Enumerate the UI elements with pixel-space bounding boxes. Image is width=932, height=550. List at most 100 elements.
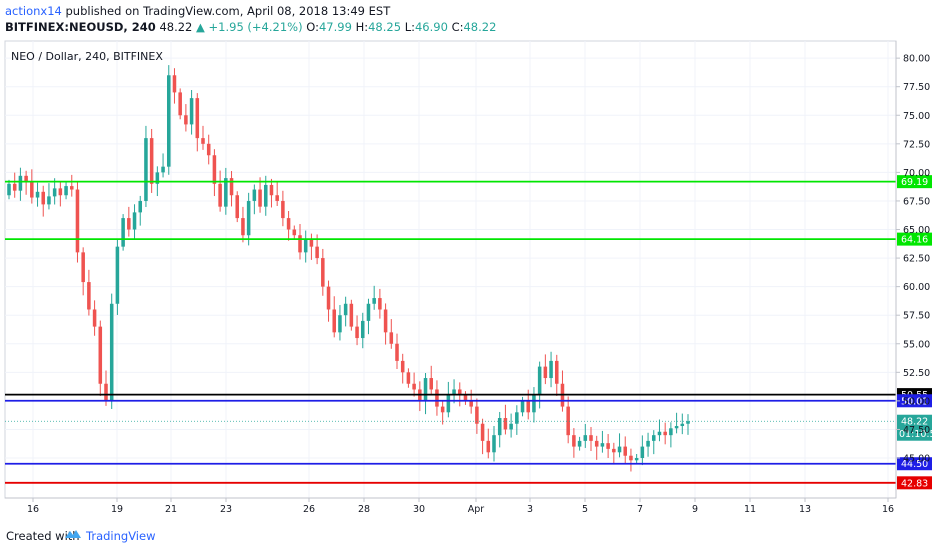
candle-body xyxy=(355,326,359,339)
x-tick-label: 19 xyxy=(111,504,123,515)
candle-body xyxy=(446,395,451,413)
candle-body xyxy=(161,166,165,173)
x-tick-label: Apr xyxy=(468,504,485,515)
x-tick-label: 11 xyxy=(744,504,756,515)
candle-body xyxy=(69,186,74,190)
x-tick-label: 9 xyxy=(692,504,698,515)
candle-body xyxy=(606,443,610,449)
footer: Created with TradingView xyxy=(0,520,932,550)
candle-body xyxy=(406,372,411,384)
level-tag xyxy=(897,175,932,189)
candle-body xyxy=(201,138,205,144)
candle-body xyxy=(35,191,40,198)
level-tag xyxy=(897,457,932,471)
ohlc-line: BITFINEX:NEOUSD, 240 48.22 ▲ +1.95 (+4.2… xyxy=(5,20,496,34)
candle-body xyxy=(155,172,160,184)
time-axis[interactable]: 16 19 21 23 26 28 30 Apr 3 5 7 9 11 13 16 xyxy=(27,498,894,515)
candle-body xyxy=(212,155,217,184)
candle-body xyxy=(252,189,257,201)
candle-body xyxy=(480,423,485,441)
candle-body xyxy=(127,218,131,230)
published-text: published on TradingView.com, April 08, … xyxy=(61,4,391,18)
candle-body xyxy=(612,448,616,453)
candle-body xyxy=(224,178,228,207)
candle-body xyxy=(269,184,274,196)
candle-body xyxy=(400,360,405,373)
candle-body xyxy=(309,238,314,247)
author-link[interactable]: actionx14 xyxy=(5,4,62,18)
candle-body xyxy=(515,412,519,424)
candle-body xyxy=(303,238,308,253)
candle-body xyxy=(189,98,194,125)
x-tick-label: 23 xyxy=(220,504,232,515)
candle-body xyxy=(41,191,46,205)
y-tick-label: 72.50 xyxy=(903,139,930,150)
candle-body xyxy=(629,455,633,461)
candle-body xyxy=(440,406,445,413)
y-tick-label: 62.50 xyxy=(903,254,930,265)
candle-body xyxy=(235,195,240,219)
high-value: 48.25 xyxy=(368,20,402,34)
candle-body xyxy=(166,75,171,167)
candle-body xyxy=(532,395,536,413)
candle-body xyxy=(657,431,662,436)
candle-body xyxy=(526,400,531,413)
y-tick-label: 45.00 xyxy=(903,454,930,465)
chart-header: actionx14 published on TradingView.com, … xyxy=(0,0,932,38)
candle-body xyxy=(184,115,188,125)
candle-body xyxy=(281,200,285,219)
last-price-label: 48.22 xyxy=(901,417,928,428)
candle-body xyxy=(172,75,177,93)
candle-body xyxy=(640,446,645,459)
candles xyxy=(7,65,690,472)
candle-body xyxy=(109,303,114,401)
candle-body xyxy=(144,138,148,201)
candle-body xyxy=(292,229,297,236)
candle-body xyxy=(395,343,399,361)
candle-body xyxy=(663,431,667,436)
x-tick-label: 21 xyxy=(165,504,177,515)
tradingview-brand[interactable]: TradingView xyxy=(86,529,156,543)
high-label: H: xyxy=(355,20,369,34)
x-tick-label: 13 xyxy=(799,504,811,515)
y-tick-label: 77.50 xyxy=(903,82,930,93)
price-axis[interactable]: 45.00 47.50 50.00 52.50 55.00 57.50 60.00 62.50… xyxy=(896,54,930,465)
low-label: L: xyxy=(404,20,415,34)
candle-body xyxy=(332,309,337,333)
candle-body xyxy=(360,320,365,339)
x-tick-label: 30 xyxy=(413,504,425,515)
last-price-text: 48.22 xyxy=(159,20,193,34)
chart-title: NEO / Dollar, 240, BITFINEX xyxy=(11,50,163,63)
candle-body xyxy=(423,378,428,401)
candle-body xyxy=(246,200,251,236)
open-label: O: xyxy=(306,20,319,34)
candle-body xyxy=(669,428,673,436)
candle-body xyxy=(617,446,622,453)
candle-body xyxy=(98,326,103,384)
candle-body xyxy=(589,435,593,441)
y-tick-label: 57.50 xyxy=(903,311,930,322)
candle-body xyxy=(275,195,279,201)
candle-body xyxy=(378,298,382,310)
candle-body xyxy=(338,315,342,333)
candle-body xyxy=(549,360,553,379)
candle-body xyxy=(554,360,559,384)
candle-body xyxy=(463,395,468,401)
candle-body xyxy=(298,235,302,253)
level-tag-label: 69.19 xyxy=(901,177,928,188)
candle-body xyxy=(429,378,434,390)
candle-body xyxy=(30,181,34,198)
candle-body xyxy=(686,421,690,424)
candle-body xyxy=(121,218,125,247)
candle-body xyxy=(81,252,85,283)
low-value: 46.90 xyxy=(414,20,448,34)
candle-body xyxy=(497,418,502,436)
candle-body xyxy=(594,440,599,447)
plot-frame xyxy=(4,40,897,499)
price-chart[interactable]: 69.1964.1650.5550.0144.5042.8348.2201:10… xyxy=(0,0,932,520)
level-tag xyxy=(897,232,932,246)
level-tag xyxy=(897,394,932,408)
candle-body xyxy=(623,446,628,456)
last-price-tag xyxy=(897,414,932,441)
candle-body xyxy=(372,298,376,304)
